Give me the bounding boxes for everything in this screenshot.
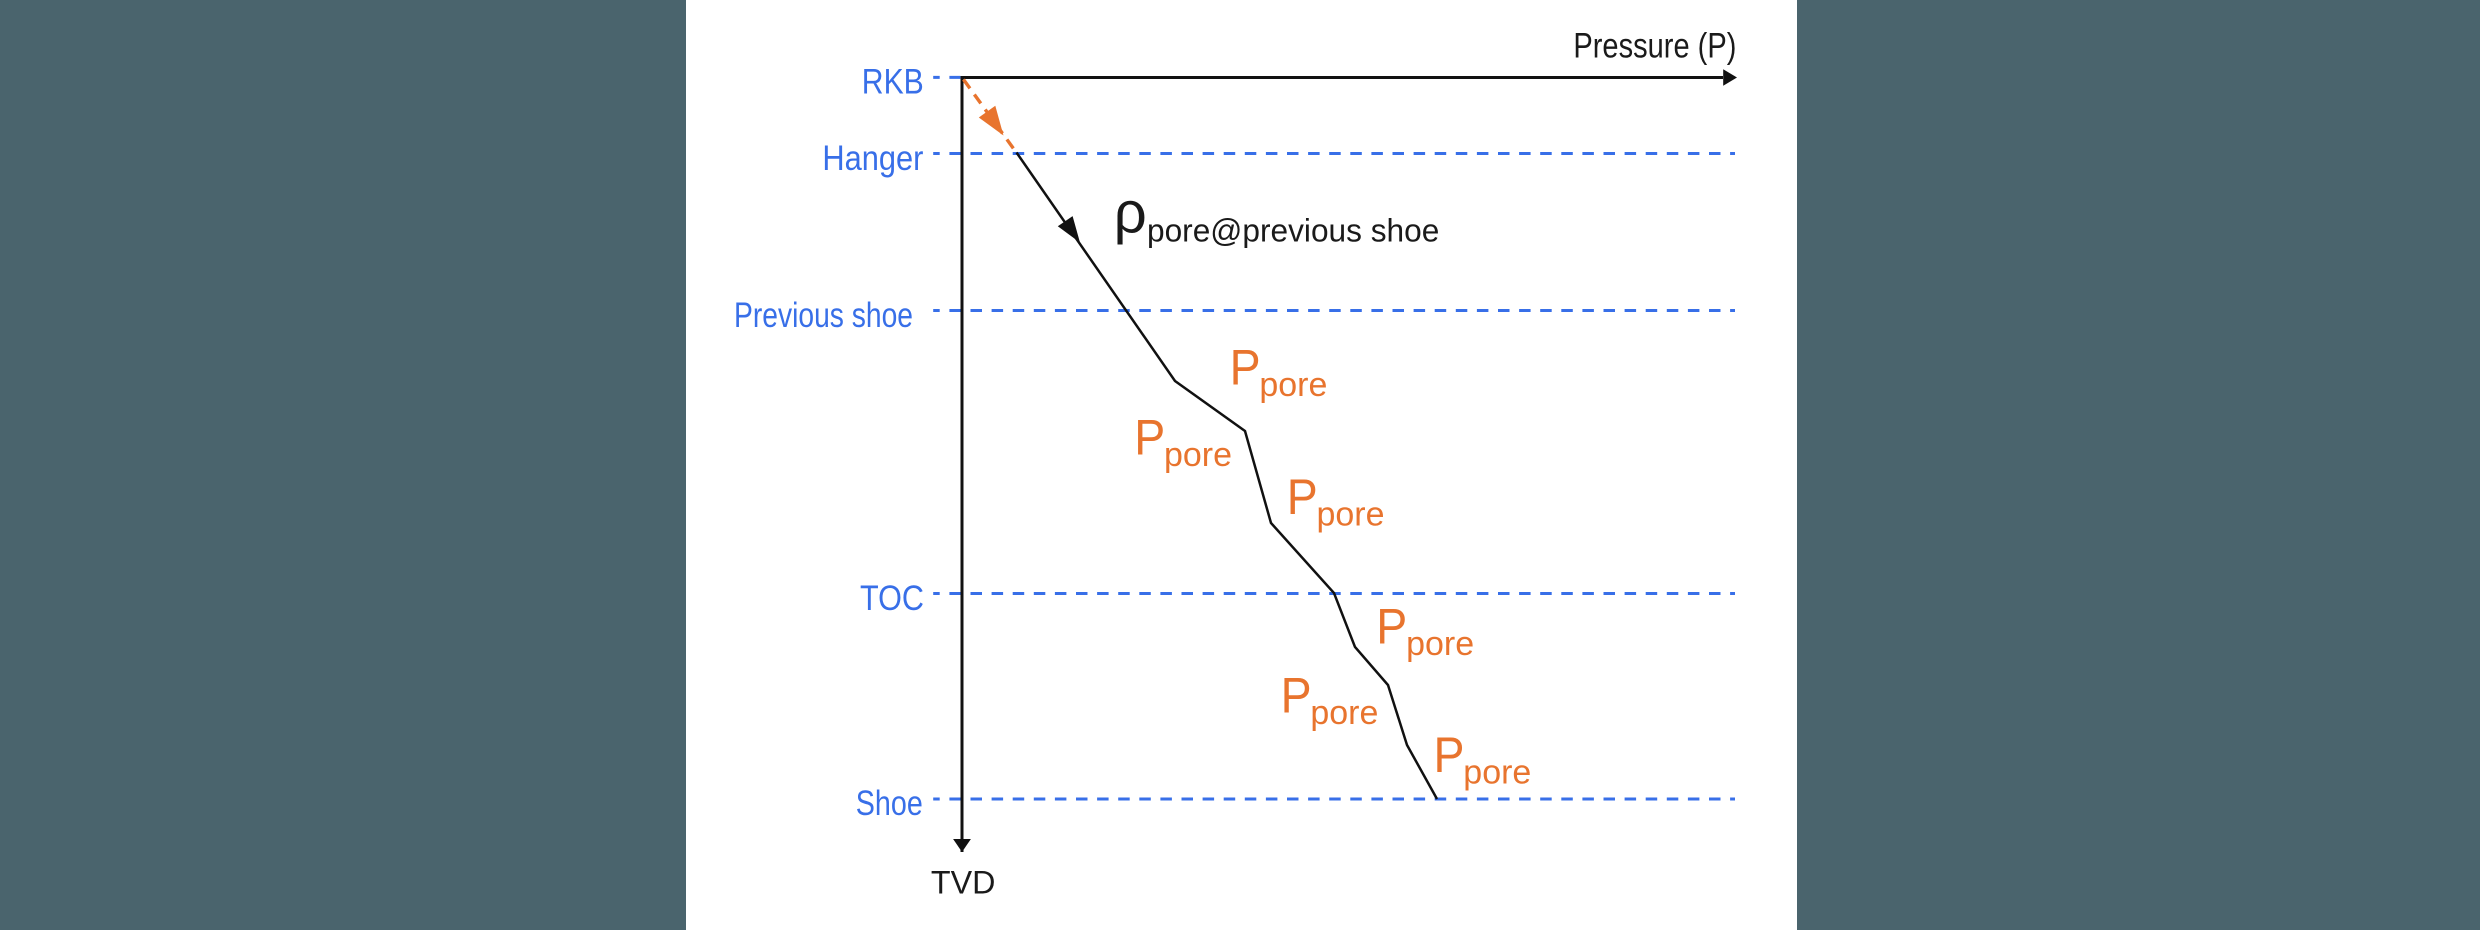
svg-text:Hanger: Hanger bbox=[822, 139, 923, 178]
svg-text:P: P bbox=[1434, 727, 1465, 783]
svg-text:pore: pore bbox=[1310, 694, 1378, 732]
svg-text:pore: pore bbox=[1259, 366, 1327, 404]
svg-text:pore: pore bbox=[1164, 436, 1232, 474]
svg-text:ρ: ρ bbox=[1114, 181, 1147, 246]
svg-text:P: P bbox=[1281, 668, 1312, 724]
svg-text:pore: pore bbox=[1406, 625, 1474, 663]
svg-text:P: P bbox=[1287, 469, 1318, 525]
svg-text:Pressure (P): Pressure (P) bbox=[1573, 26, 1736, 66]
svg-text:RKB: RKB bbox=[862, 62, 924, 101]
svg-text:P: P bbox=[1134, 409, 1165, 465]
svg-text:P: P bbox=[1376, 598, 1407, 654]
svg-text:pore@previous shoe: pore@previous shoe bbox=[1147, 212, 1439, 248]
svg-text:TOC: TOC bbox=[860, 579, 924, 618]
svg-text:pore: pore bbox=[1463, 754, 1531, 792]
svg-text:Previous shoe: Previous shoe bbox=[734, 296, 913, 335]
svg-text:P: P bbox=[1230, 339, 1261, 395]
svg-text:TVD: TVD bbox=[931, 865, 996, 901]
svg-text:pore: pore bbox=[1317, 496, 1385, 534]
svg-text:Shoe: Shoe bbox=[856, 784, 923, 823]
